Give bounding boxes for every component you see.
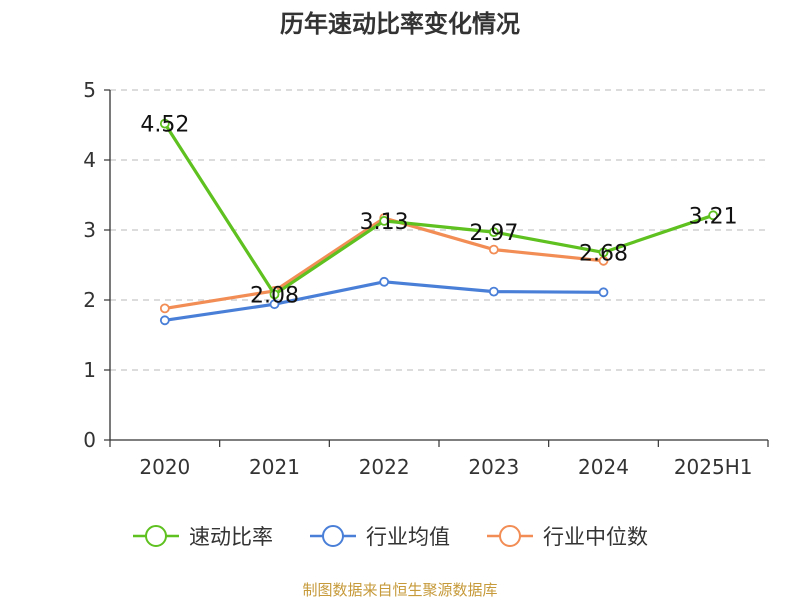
legend-marker: [322, 525, 344, 547]
legend-label: 行业均值: [366, 525, 450, 549]
data-point[interactable]: [159, 118, 170, 129]
data-point[interactable]: [379, 215, 390, 226]
x-tick-label: 2023: [468, 455, 519, 479]
series-line: [164, 280, 604, 322]
data-point[interactable]: [159, 315, 170, 326]
x-tick-label: 2020: [139, 455, 190, 479]
axes: 0 1 2 3 4 5 2020 2021 2022 2023 2024 2025H1: [83, 78, 769, 479]
data-labels: 4.52 2.08 3.13 2.97 2.68 3.21: [140, 113, 737, 309]
legend-item[interactable]: 速动比率: [133, 525, 273, 549]
data-point[interactable]: [488, 244, 499, 255]
y-tick-label: 1: [83, 358, 96, 382]
data-point[interactable]: [598, 247, 609, 258]
data-point[interactable]: [488, 227, 499, 238]
data-point[interactable]: [269, 299, 280, 310]
x-tick-label: 2024: [578, 455, 629, 479]
legend[interactable]: 速动比率 行业均值 行业中位数: [133, 525, 648, 549]
chart-title: 历年速动比率变化情况: [280, 10, 520, 38]
y-tick-label: 3: [83, 218, 96, 242]
y-tick-label: 4: [83, 148, 96, 172]
data-point[interactable]: [379, 276, 390, 287]
data-label: 3.21: [689, 204, 738, 229]
series-line: [163, 122, 714, 296]
legend-label: 行业中位数: [543, 525, 648, 549]
data-point[interactable]: [269, 289, 280, 300]
legend-item[interactable]: 行业中位数: [487, 525, 648, 549]
y-tick-label: 2: [83, 288, 96, 312]
series-0: [159, 118, 719, 300]
x-tick-label: 2022: [359, 455, 410, 479]
legend-item[interactable]: 行业均值: [310, 525, 450, 549]
y-tick-label: 0: [83, 428, 96, 452]
data-label: 4.52: [140, 113, 189, 138]
series-1: [159, 276, 609, 326]
data-label: 3.13: [360, 210, 409, 235]
data-point[interactable]: [708, 210, 719, 221]
y-tick-label: 5: [83, 78, 96, 102]
series-group: [159, 118, 719, 326]
data-point[interactable]: [598, 287, 609, 298]
x-tick-label: 2021: [249, 455, 300, 479]
legend-marker: [145, 525, 167, 547]
data-label: 2.68: [579, 241, 628, 266]
data-label: 2.97: [469, 221, 518, 246]
x-tick-label: 2025H1: [674, 455, 753, 479]
source-note: 制图数据来自恒生聚源数据库: [302, 581, 497, 599]
legend-marker: [499, 525, 521, 547]
data-label: 2.08: [250, 283, 299, 308]
legend-label: 速动比率: [189, 525, 273, 549]
data-point[interactable]: [488, 286, 499, 297]
data-point[interactable]: [159, 303, 170, 314]
